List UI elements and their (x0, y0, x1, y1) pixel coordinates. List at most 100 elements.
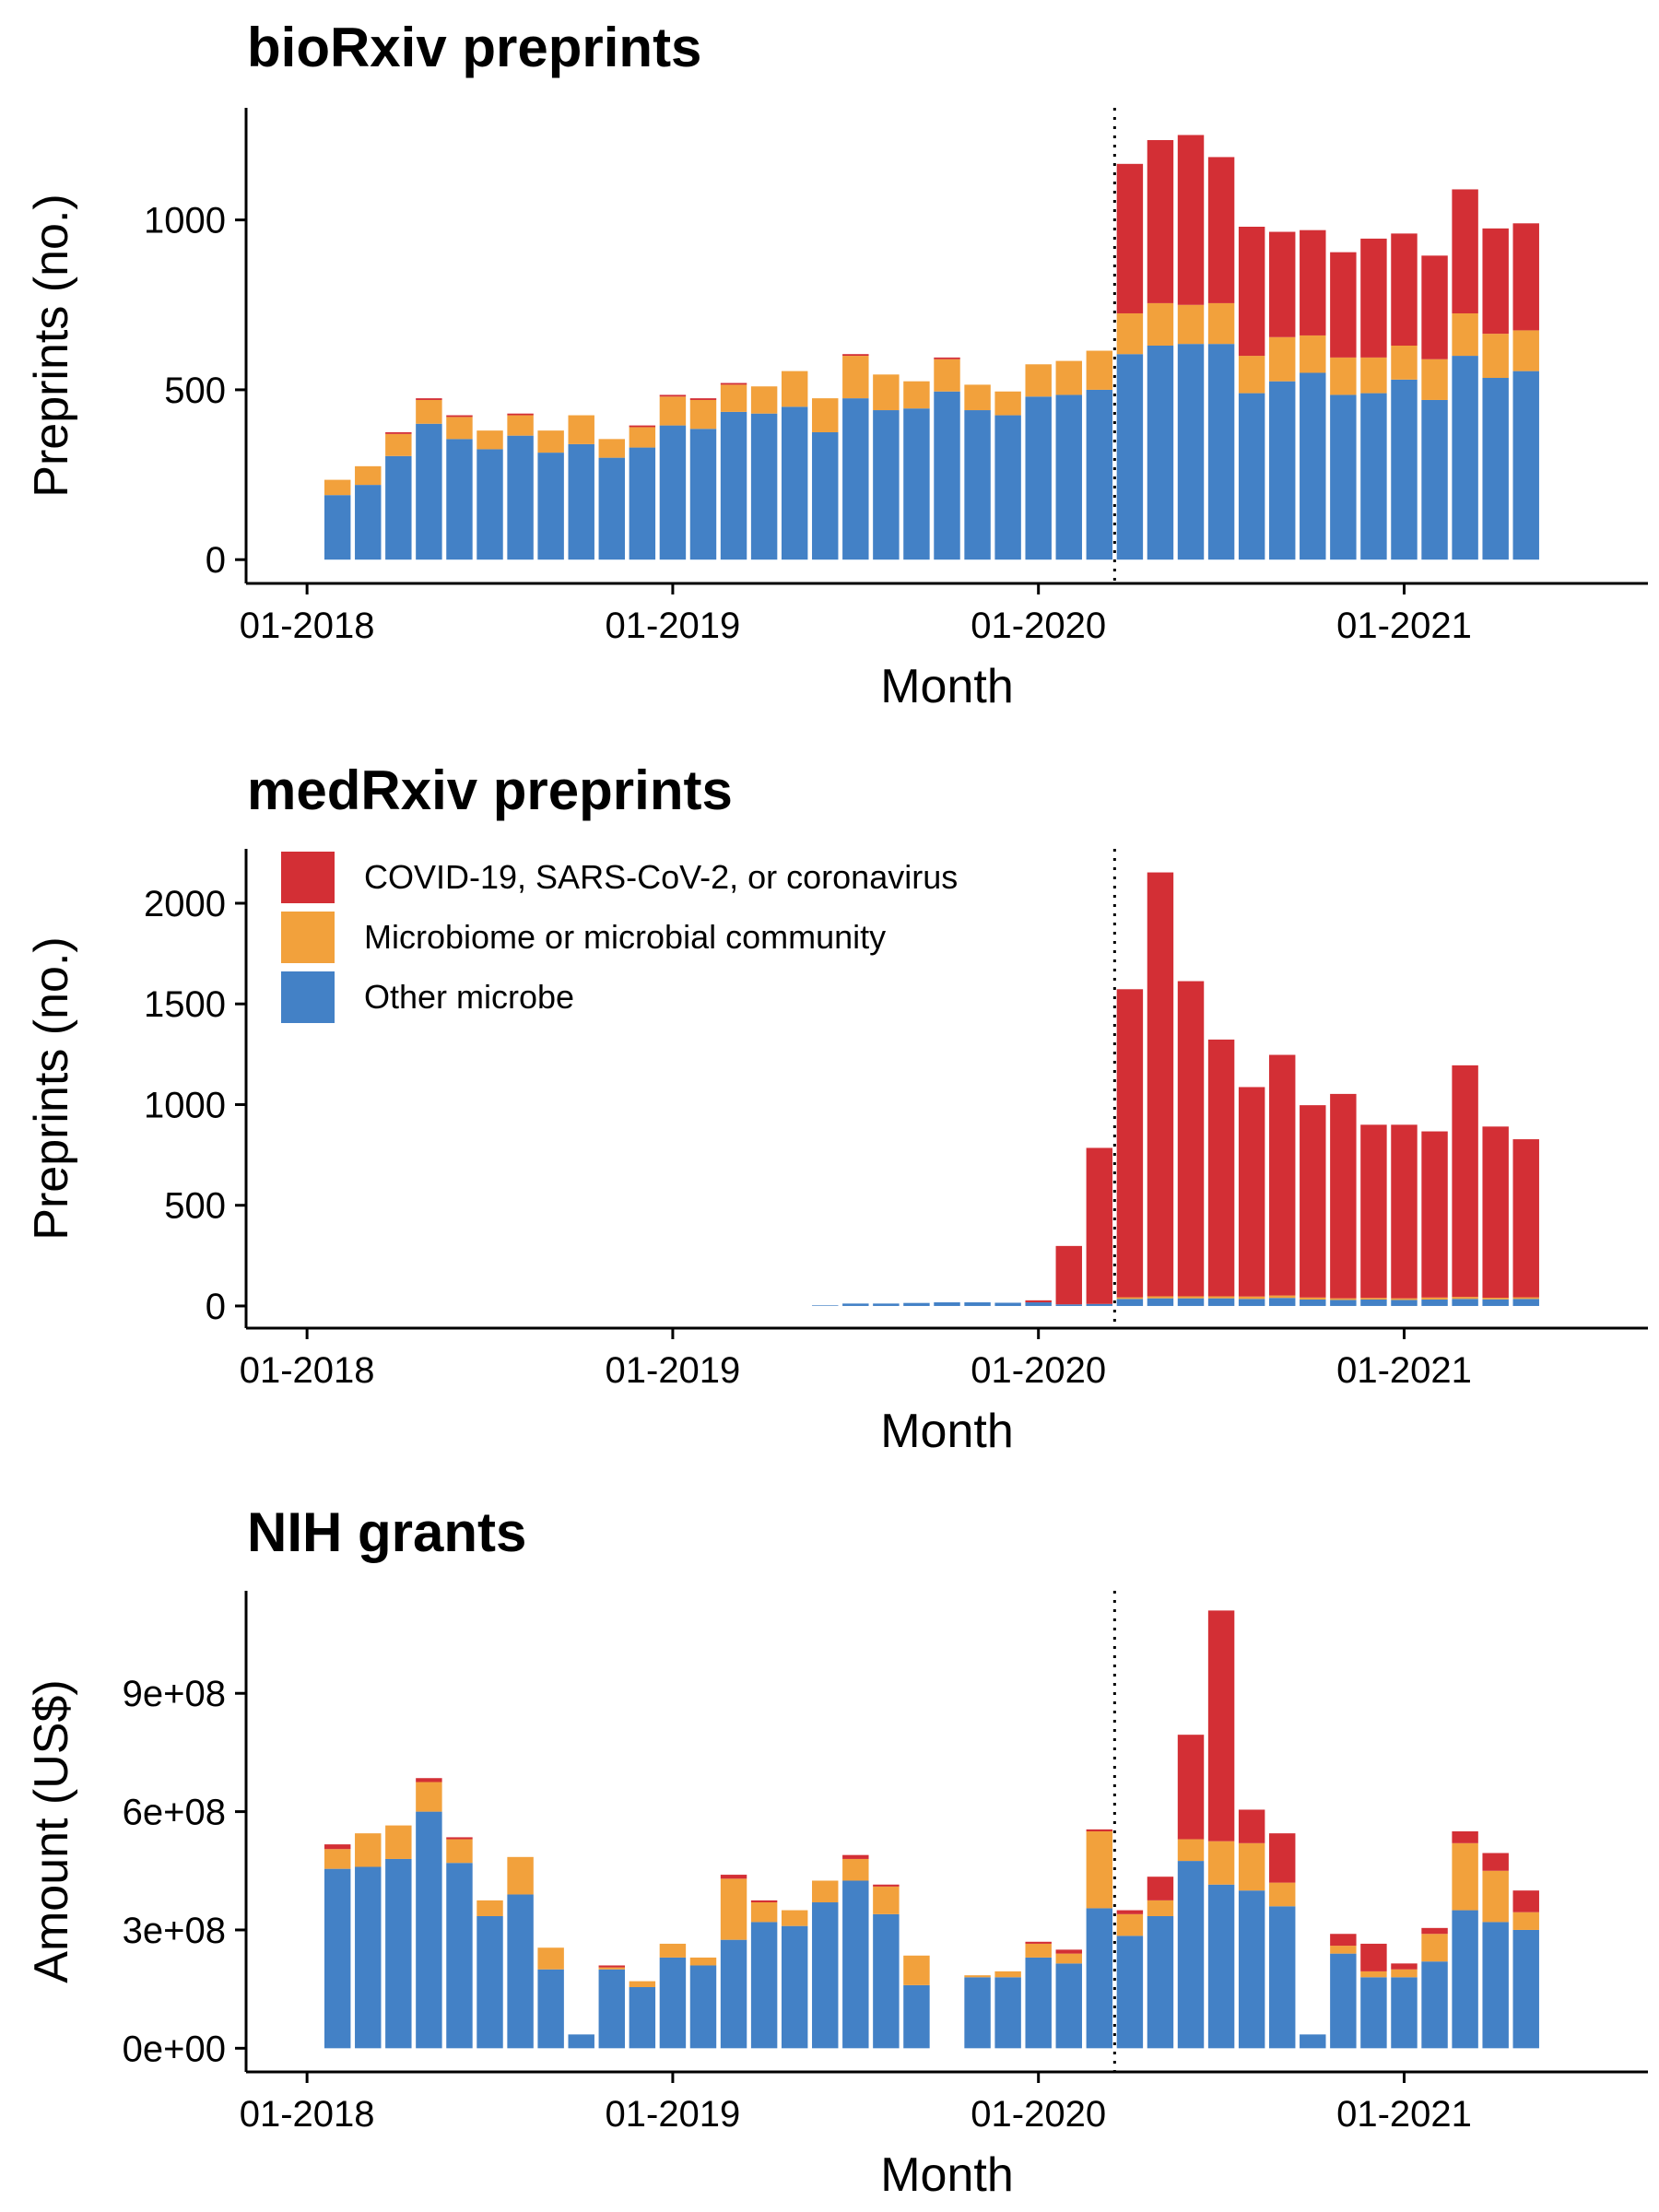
nih-bar-other-2018-05 (416, 1811, 442, 2049)
biorxiv-bar-other-2019-03 (720, 411, 747, 560)
nih-bar-other-2020-01 (1025, 1957, 1052, 2049)
medrxiv-bar-covid-2020-11 (1330, 1093, 1357, 1299)
biorxiv-bar-microbiome-2018-02 (324, 479, 351, 496)
nih-bar-covid-2020-06 (1177, 1735, 1205, 1840)
biorxiv-bar-covid-2020-07 (1207, 157, 1235, 303)
nih-bar-microbiome-2019-01 (659, 1943, 687, 1958)
medrxiv-bar-covid-2021-02 (1421, 1131, 1448, 1298)
medrxiv-bar-covid-2020-12 (1360, 1124, 1387, 1299)
medrxiv-x-tick-label: 01-2021 (1336, 1350, 1472, 1391)
biorxiv-bar-microbiome-2019-10 (934, 359, 960, 392)
biorxiv-bar-other-2020-11 (1330, 394, 1357, 560)
medrxiv-bar-other-2020-10 (1300, 1299, 1326, 1306)
nih-title: NIH grants (247, 1501, 526, 1563)
nih-bar-microbiome-2018-07 (477, 1900, 503, 1916)
nih-bar-other-2021-05 (1512, 1929, 1539, 2049)
biorxiv-x-ticks: 01-2018 01-2019 01-2020 01-2021 (240, 583, 1472, 646)
nih-bar-other-2021-01 (1391, 1977, 1418, 2049)
biorxiv-bar-microbiome-2018-12 (629, 427, 656, 448)
biorxiv-bar-other-2018-06 (446, 439, 473, 560)
nih-bar-microbiome-2019-06 (812, 1880, 839, 1903)
nih-bar-microbiome-2018-04 (385, 1825, 412, 1859)
biorxiv-bar-other-2021-01 (1391, 379, 1418, 560)
biorxiv-bar-microbiome-2019-12 (994, 391, 1021, 416)
medrxiv-bar-microbiome-2020-05 (1147, 1296, 1174, 1299)
medrxiv-bar-covid-2020-02 (1055, 1245, 1082, 1305)
biorxiv-bar-microbiome-2018-03 (355, 465, 382, 486)
nih-bar-covid-2018-06 (446, 1837, 473, 1840)
nih-bar-microbiome-2019-07 (842, 1858, 869, 1881)
biorxiv-bar-other-2020-10 (1300, 372, 1326, 560)
biorxiv-bar-other-2018-07 (477, 449, 503, 560)
medrxiv-bar-covid-2020-10 (1300, 1105, 1326, 1298)
biorxiv-bar-other-2020-12 (1360, 393, 1387, 560)
biorxiv-bar-covid-2021-03 (1452, 189, 1478, 313)
nih-bar-microbiome-2021-02 (1421, 1934, 1448, 1962)
medrxiv-bar-other-2020-07 (1207, 1298, 1235, 1306)
biorxiv-y-tick-label: 0 (206, 540, 226, 581)
biorxiv-bar-covid-2021-05 (1512, 223, 1539, 331)
biorxiv-bar-microbiome-2020-01 (1025, 364, 1052, 397)
biorxiv-bar-other-2018-04 (385, 455, 412, 560)
nih-bar-covid-2019-03 (720, 1875, 747, 1879)
nih-bar-covid-2020-02 (1055, 1949, 1082, 1954)
nih-bar-covid-2021-03 (1452, 1831, 1478, 1843)
nih-y-tick-label: 6e+08 (123, 1793, 226, 1833)
medrxiv-bar-other-2020-01 (1025, 1302, 1052, 1306)
nih-bar-microbiome-2020-11 (1330, 1946, 1357, 1954)
medrxiv-bar-microbiome-2021-03 (1452, 1297, 1478, 1300)
medrxiv-title: medRxiv preprints (247, 759, 733, 821)
biorxiv-x-tick-label: 01-2019 (606, 606, 741, 646)
medrxiv-bar-microbiome-2021-04 (1482, 1298, 1509, 1300)
medrxiv-bar-other-2019-08 (873, 1303, 900, 1306)
nih-x-tick-label: 01-2021 (1336, 2094, 1472, 2135)
biorxiv-bar-other-2021-02 (1421, 399, 1448, 560)
medrxiv-bar-other-2021-02 (1421, 1299, 1448, 1306)
biorxiv-bar-microbiome-2020-03 (1086, 350, 1113, 390)
nih-bar-other-2020-03 (1086, 1908, 1113, 2049)
nih-bar-other-2018-04 (385, 1858, 412, 2049)
biorxiv-bar-other-2018-02 (324, 495, 351, 560)
legend-swatch-covid (281, 852, 335, 903)
nih-bar-other-2020-10 (1300, 2034, 1326, 2049)
biorxiv-bar-covid-2020-06 (1177, 135, 1205, 305)
nih-x-tick-label: 01-2020 (971, 2094, 1106, 2135)
biorxiv-bar-microbiome-2021-04 (1482, 334, 1509, 379)
nih-bar-covid-2021-02 (1421, 1927, 1448, 1935)
nih-bar-other-2018-08 (507, 1894, 534, 2049)
medrxiv-bar-covid-2021-04 (1482, 1126, 1509, 1298)
biorxiv-bar-other-2019-02 (689, 429, 717, 560)
biorxiv-bar-covid-2019-02 (689, 398, 717, 400)
biorxiv-bar-covid-2021-04 (1482, 228, 1509, 335)
medrxiv-bar-microbiome-2020-12 (1360, 1298, 1387, 1300)
medrxiv-x-axis-title: Month (880, 1405, 1014, 1458)
biorxiv-bar-covid-2020-11 (1330, 252, 1357, 358)
biorxiv-bar-covid-2018-08 (507, 413, 534, 416)
biorxiv-bar-microbiome-2018-04 (385, 433, 412, 456)
nih-y-tick-label: 0e+00 (123, 2029, 226, 2069)
biorxiv-bar-other-2018-03 (355, 485, 382, 560)
medrxiv-y-axis-title: Preprints (no.) (25, 936, 78, 1240)
nih-bar-covid-2020-01 (1025, 1941, 1052, 1944)
nih-bar-other-2018-12 (629, 1987, 656, 2049)
biorxiv-bar-microbiome-2020-10 (1300, 335, 1326, 373)
biorxiv-x-axis-title: Month (880, 660, 1014, 713)
nih-y-ticks: 0e+00 3e+08 6e+08 9e+08 (123, 1674, 246, 2069)
biorxiv-bar-microbiome-2019-11 (964, 384, 991, 411)
nih-bar-other-2018-02 (324, 1868, 351, 2049)
medrxiv-y-tick-label: 500 (164, 1186, 226, 1227)
medrxiv-bar-covid-2020-06 (1177, 981, 1205, 1297)
medrxiv-bar-other-2020-09 (1269, 1298, 1296, 1306)
medrxiv-x-tick-label: 01-2019 (606, 1350, 741, 1391)
medrxiv-bar-microbiome-2020-07 (1207, 1296, 1235, 1299)
nih-bar-covid-2020-04 (1116, 1910, 1144, 1914)
nih-bar-other-2018-06 (446, 1863, 473, 2049)
medrxiv-x-ticks: 01-2018 01-2019 01-2020 01-2021 (240, 1328, 1472, 1391)
nih-bar-microbiome-2021-05 (1512, 1912, 1539, 1930)
nih-y-tick-label: 9e+08 (123, 1674, 226, 1714)
biorxiv-title: bioRxiv preprints (247, 17, 701, 78)
legend-label-covid: COVID-19, SARS-CoV-2, or coronavirus (364, 858, 958, 896)
biorxiv-bar-covid-2018-06 (446, 415, 473, 418)
nih-bar-microbiome-2019-02 (689, 1957, 717, 1966)
nih-bar-microbiome-2020-05 (1147, 1900, 1174, 1916)
